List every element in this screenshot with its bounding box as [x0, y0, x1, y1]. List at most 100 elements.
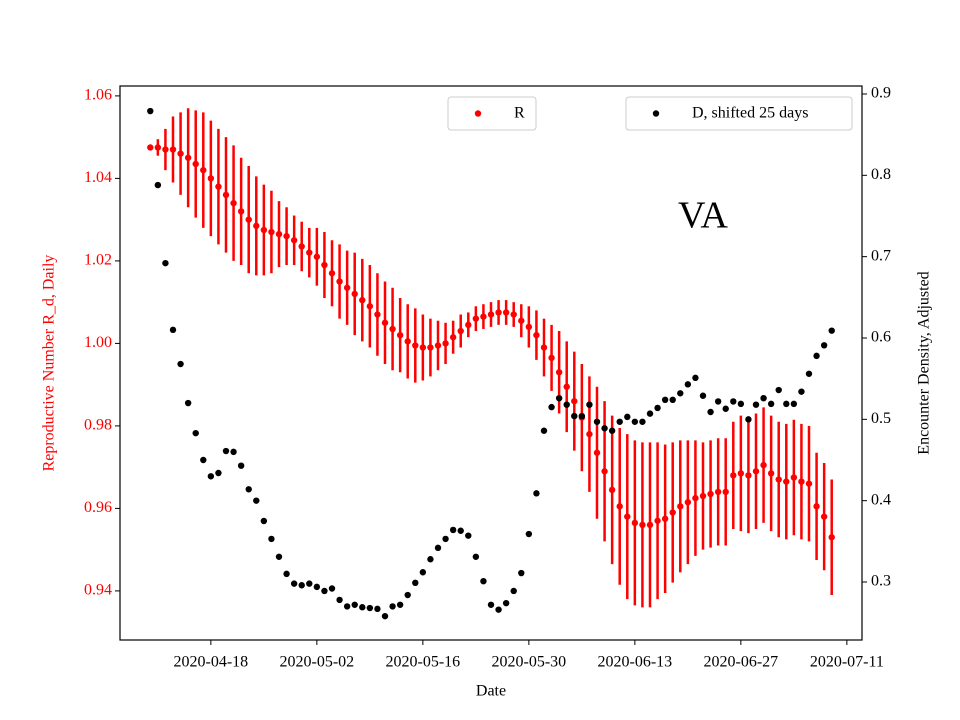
y-tick-label: 1.02: [84, 252, 112, 269]
data-point: [374, 311, 381, 318]
data-point: [571, 412, 578, 420]
data-point: [321, 587, 328, 595]
data-point: [820, 342, 828, 349]
y-axis-label: Reproductive Number R_d, Daily: [41, 255, 58, 472]
x-axis-label: Date: [476, 683, 506, 700]
data-point: [563, 383, 570, 390]
data-point: [767, 470, 775, 477]
data-point: [290, 237, 298, 244]
data-point: [275, 553, 283, 560]
data-point: [328, 270, 336, 277]
x-tick-label: 2020-05-30: [492, 654, 567, 671]
data-point: [442, 340, 449, 347]
data-point: [192, 160, 199, 168]
data-point: [745, 416, 752, 423]
data-point: [480, 313, 487, 320]
data-point: [237, 462, 245, 469]
data-point: [449, 526, 457, 534]
data-point: [548, 354, 555, 362]
data-point: [692, 374, 699, 382]
data-point: [268, 228, 275, 236]
data-point: [396, 331, 404, 339]
data-point: [767, 400, 775, 408]
data-point: [245, 216, 252, 223]
data-point: [472, 553, 480, 560]
data-point: [805, 480, 813, 487]
data-point: [783, 478, 790, 485]
x-tick-label: 2020-06-13: [598, 654, 673, 671]
data-point: [268, 535, 275, 543]
data-point: [707, 408, 714, 416]
data-point: [321, 261, 328, 269]
y-tick-label: 1.06: [84, 87, 112, 104]
data-point: [396, 601, 404, 608]
data-point: [306, 249, 313, 256]
data-point: [639, 521, 646, 529]
data-point: [699, 392, 707, 399]
data-point: [200, 166, 207, 174]
data-point: [343, 603, 351, 610]
legend-label: R: [514, 105, 525, 122]
data-point: [260, 226, 268, 234]
data-point: [730, 472, 737, 479]
data-point: [449, 334, 457, 341]
data-point: [555, 394, 563, 402]
data-point: [730, 398, 737, 405]
data-point: [260, 517, 268, 525]
data-point: [677, 390, 684, 397]
data-point: [775, 476, 782, 483]
data-point: [813, 352, 820, 360]
data-point: [245, 486, 252, 493]
data-point: [798, 478, 805, 485]
data-point: [631, 519, 639, 527]
data-point: [465, 321, 472, 329]
data-point: [775, 386, 782, 394]
data-point: [624, 413, 631, 421]
data-point: [790, 474, 798, 481]
y-tick-label: 0.96: [84, 499, 112, 516]
data-point: [563, 401, 570, 408]
data-point: [154, 144, 162, 151]
data-point: [184, 399, 192, 407]
data-point: [222, 447, 230, 455]
data-point: [737, 400, 745, 408]
data-point: [654, 517, 661, 524]
data-point: [154, 181, 162, 189]
data-point: [684, 499, 692, 506]
data-point: [495, 606, 502, 613]
legend-box: [625, 96, 853, 131]
data-point: [147, 144, 154, 151]
data-point: [351, 290, 358, 298]
data-point: [593, 418, 601, 425]
data-point: [760, 461, 767, 469]
x-tick-label: 2020-05-02: [280, 654, 355, 671]
data-point: [162, 146, 169, 153]
series-0: [147, 108, 835, 608]
y2-tick-label: 0.7: [871, 247, 891, 264]
data-point: [540, 344, 548, 351]
x-tick-label: 2020-07-11: [810, 654, 884, 671]
data-point: [555, 369, 563, 376]
data-point: [677, 503, 684, 510]
y-tick-label: 1.00: [84, 334, 112, 351]
data-point: [487, 601, 495, 608]
data-point: [714, 488, 722, 496]
y-tick-label: 0.98: [84, 417, 112, 434]
data-point: [389, 603, 396, 610]
data-point: [336, 278, 343, 285]
data-point: [412, 342, 419, 349]
data-point: [457, 527, 464, 534]
data-point: [820, 513, 828, 520]
data-point: [540, 427, 548, 434]
data-point: [328, 585, 336, 592]
x-tick-label: 2020-05-16: [386, 654, 461, 671]
data-point: [290, 580, 298, 587]
legend-label: D, shifted 25 days: [692, 105, 808, 122]
y2-tick-label: 0.5: [871, 410, 891, 427]
series-1: [147, 107, 835, 620]
data-point: [790, 400, 798, 408]
y2-tick-label: 0.4: [871, 491, 891, 508]
data-point: [306, 580, 313, 587]
data-point: [669, 509, 676, 516]
annotation: VA: [678, 195, 729, 237]
